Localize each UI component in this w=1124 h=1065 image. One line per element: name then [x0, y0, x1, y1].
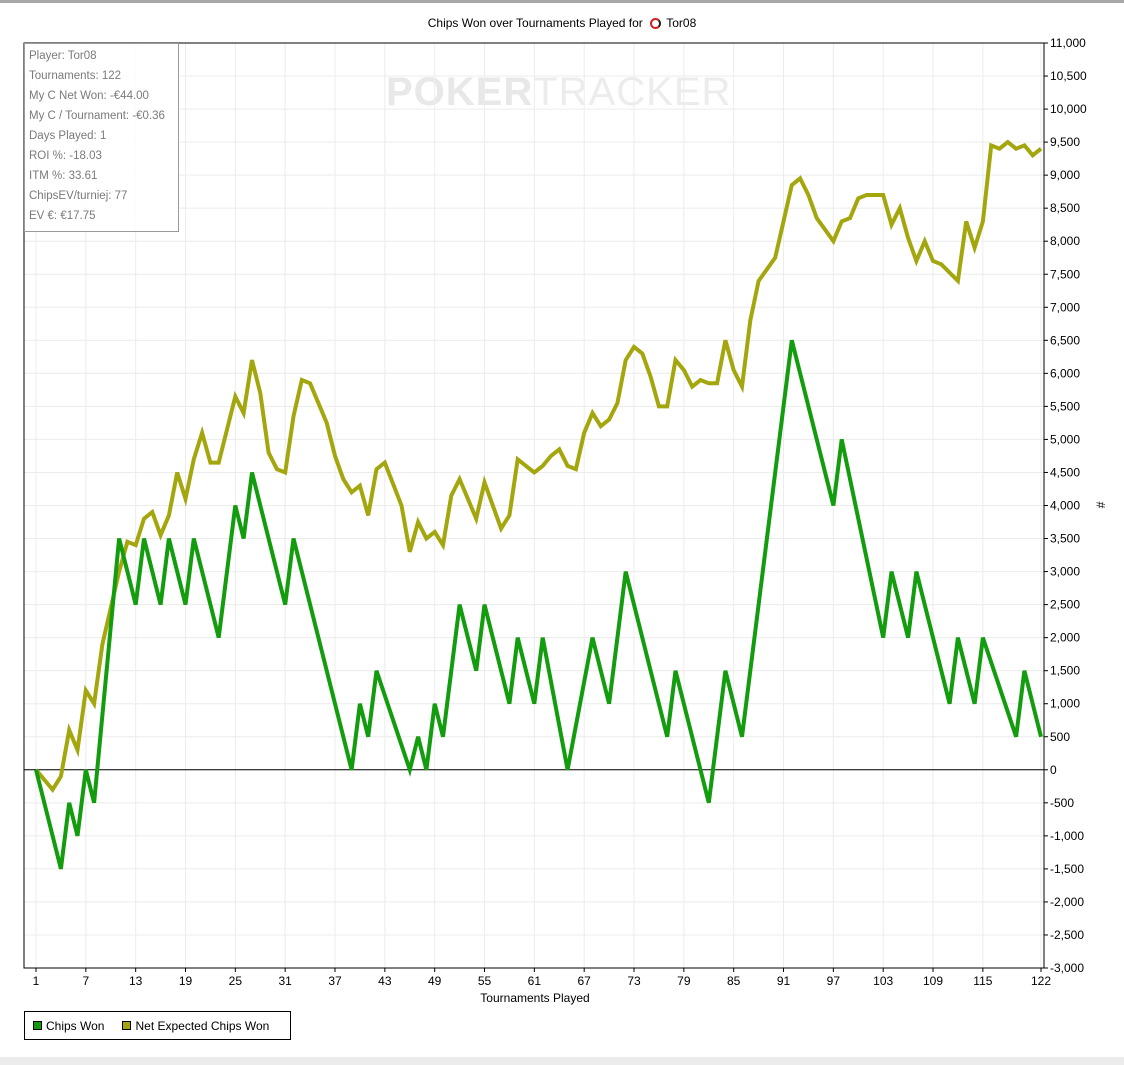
- stats-row-roi: ROI %: -18.03: [29, 150, 102, 162]
- y-tick-label: 10,000: [1050, 102, 1087, 116]
- legend-swatch-chips-won: [33, 1021, 42, 1030]
- stats-row-ev: EV €: €17.75: [29, 210, 96, 222]
- legend-swatch-net-expected: [122, 1021, 132, 1030]
- stats-row-per-tournament: My C / Tournament: -€0.36: [29, 110, 165, 122]
- stats-row-itm: ITM %: 33.61: [29, 170, 98, 182]
- x-tick-label: 122: [1031, 974, 1051, 988]
- pokertracker-watermark-logo: POKERTRACKER: [386, 70, 731, 115]
- y-tick-label: -1,000: [1050, 829, 1084, 843]
- stats-row-net-won: My C Net Won: -€44.00: [29, 90, 149, 102]
- stats-box: Player: Tor08 Tournaments: 122 My C Net …: [24, 43, 179, 232]
- series-line-net-expected-chips-won: [34, 139, 1043, 793]
- player-icon: [650, 18, 662, 29]
- x-tick-label: 25: [229, 974, 243, 988]
- y-tick-label: 5,500: [1050, 399, 1080, 413]
- y-tick-label: 500: [1050, 730, 1070, 744]
- chart-title: Chips Won over Tournaments Played for To…: [0, 16, 1124, 30]
- watermark-part1: POKER: [386, 70, 534, 114]
- y-tick-label: -500: [1050, 796, 1074, 810]
- x-tick-label: 19: [179, 974, 193, 988]
- y-tick-label: 1,000: [1050, 697, 1080, 711]
- legend-label-chips-won: Chips Won: [46, 1018, 105, 1033]
- x-tick-label: 97: [827, 974, 841, 988]
- watermark-part2: TRACKER: [533, 70, 732, 114]
- y-tick-label: 9,500: [1050, 135, 1080, 149]
- x-tick-label: 109: [923, 974, 943, 988]
- y-tick-label: 7,000: [1050, 300, 1080, 314]
- chart-legend: Chips Won Net Expected Chips Won: [24, 1011, 291, 1040]
- y-tick-label: 7,500: [1050, 267, 1080, 281]
- y-tick-label: -2,000: [1050, 895, 1084, 909]
- y-tick-label: 8,000: [1050, 234, 1080, 248]
- x-tick-label: 1: [33, 974, 40, 988]
- stats-row-tournaments: Tournaments: 122: [29, 70, 122, 82]
- x-tick-label: 91: [777, 974, 791, 988]
- y-tick-label: 4,500: [1050, 465, 1080, 479]
- x-tick-label: 37: [328, 974, 342, 988]
- y-tick-label: 3,000: [1050, 565, 1080, 579]
- x-tick-label: 67: [578, 974, 592, 988]
- y-tick-label: 8,500: [1050, 201, 1080, 215]
- y-tick-label: -2,500: [1050, 928, 1084, 942]
- stats-row-days-played: Days Played: 1: [29, 130, 107, 142]
- x-tick-label: 73: [627, 974, 641, 988]
- legend-item-chips-won: Chips Won: [33, 1019, 104, 1033]
- y-tick-label: 5,000: [1050, 432, 1080, 446]
- y-tick-label: 4,000: [1050, 499, 1080, 513]
- window-bottom-bar: [0, 1057, 1124, 1065]
- y-tick-label: 10,500: [1050, 69, 1087, 83]
- x-tick-label: 49: [428, 974, 442, 988]
- y-tick-label: -3,000: [1050, 961, 1084, 975]
- x-axis-title: Tournaments Played: [480, 991, 590, 1005]
- x-tick-label: 115: [973, 974, 992, 988]
- x-tick-label: 31: [278, 974, 292, 988]
- y-tick-label: -1,500: [1050, 862, 1084, 876]
- y-tick-label: 11,000: [1050, 36, 1086, 50]
- y-tick-label: 0: [1050, 763, 1057, 777]
- y-tick-label: 2,500: [1050, 598, 1080, 612]
- x-tick-label: 103: [873, 974, 893, 988]
- series-line-chips-won: [34, 339, 1043, 870]
- chart-title-text: Chips Won over Tournaments Played for: [427, 16, 643, 30]
- y-axis-title: #: [1093, 501, 1108, 509]
- x-tick-label: 79: [677, 974, 691, 988]
- y-tick-label: 9,000: [1050, 168, 1080, 182]
- x-tick-label: 7: [82, 974, 89, 988]
- x-tick-label: 85: [727, 974, 741, 988]
- stats-row-chipsev: ChipsEV/turniej: 77: [29, 190, 128, 202]
- x-tick-label: 55: [478, 974, 492, 988]
- y-tick-label: 1,500: [1050, 664, 1080, 678]
- x-tick-label: 13: [129, 974, 143, 988]
- y-tick-label: 6,000: [1050, 366, 1080, 380]
- y-tick-label: 2,000: [1050, 631, 1080, 645]
- chart-title-player: Tor08: [666, 16, 697, 30]
- window-top-border: [0, 0, 1124, 3]
- x-tick-label: 61: [528, 974, 542, 988]
- y-tick-label: 3,500: [1050, 532, 1080, 546]
- legend-label-net-expected: Net Expected Chips Won: [135, 1018, 270, 1033]
- legend-item-net-expected: Net Expected Chips Won: [122, 1019, 269, 1033]
- y-tick-label: 6,500: [1050, 333, 1080, 347]
- stats-row-player: Player: Tor08: [29, 50, 97, 62]
- x-tick-label: 43: [378, 974, 392, 988]
